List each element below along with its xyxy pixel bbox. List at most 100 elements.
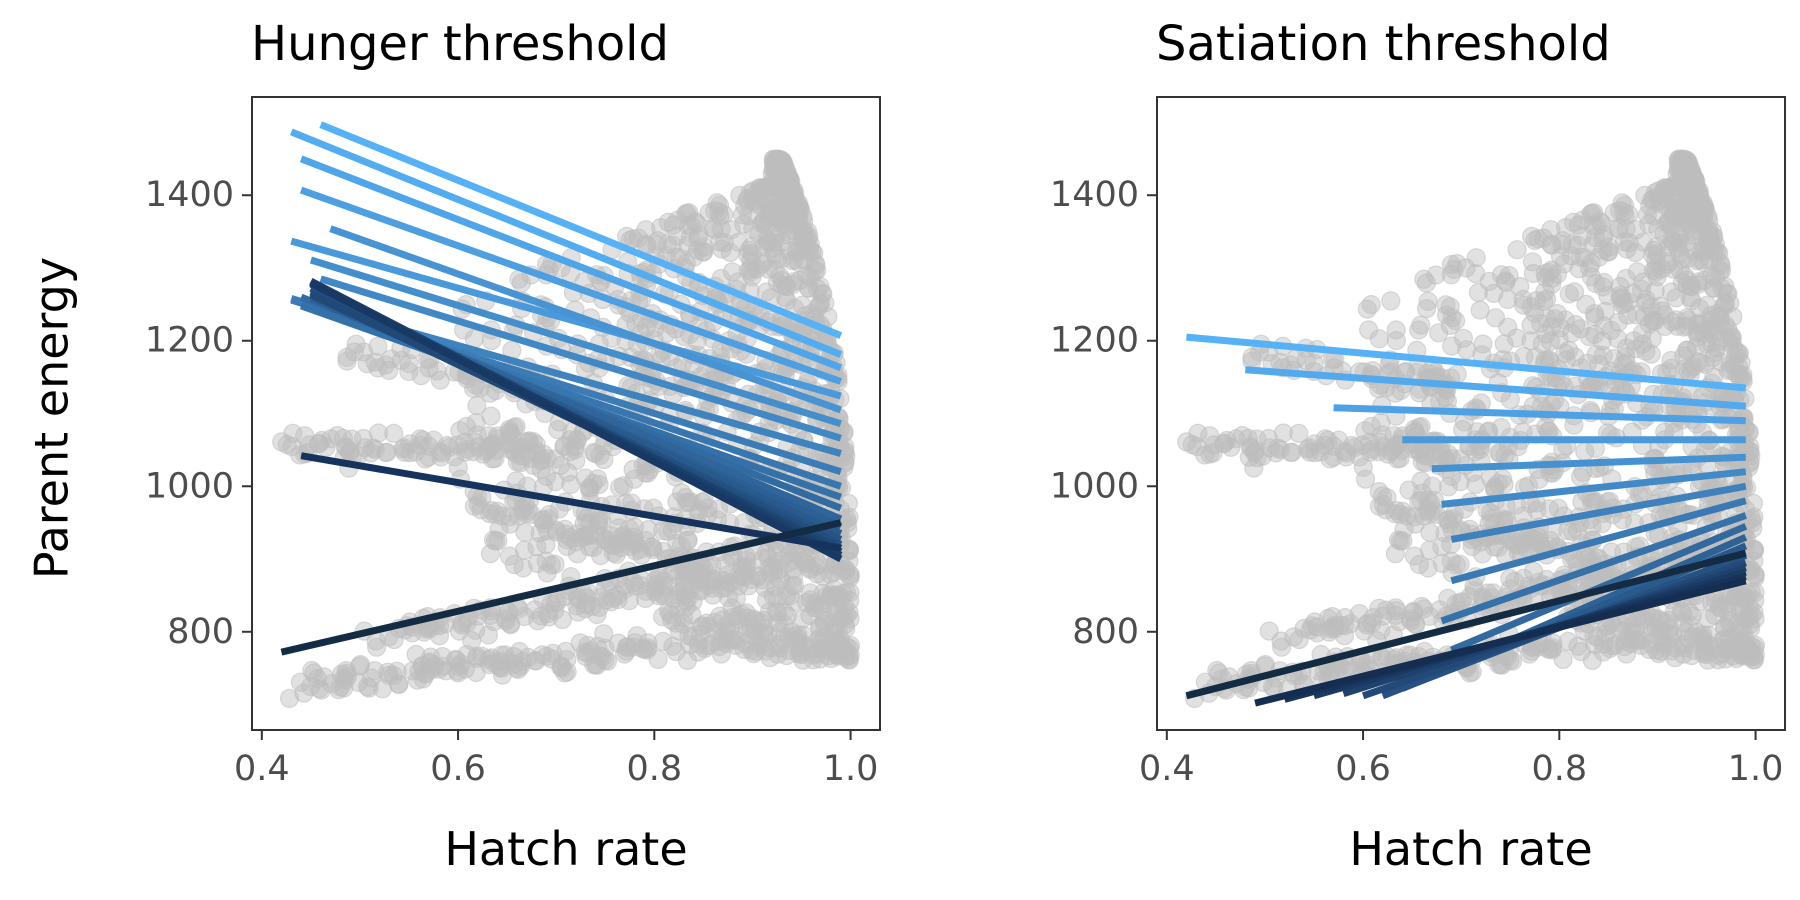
scatter-point — [537, 521, 558, 541]
scatter-point — [704, 201, 725, 221]
scatter-point — [717, 565, 737, 586]
scatter-point — [437, 435, 457, 456]
x-tick-label: 0.8 — [1531, 749, 1587, 789]
scatter-point — [472, 488, 492, 508]
scatter-point — [355, 438, 375, 458]
scatter-point — [1570, 467, 1591, 487]
scatter-point — [1260, 438, 1280, 458]
scatter-point — [783, 567, 804, 588]
scatter-point — [662, 520, 683, 540]
scatter-point — [277, 435, 297, 455]
scatter-point — [1553, 440, 1573, 460]
scatter-point — [1575, 442, 1595, 462]
scatter-point — [316, 437, 336, 457]
scatter-point — [1677, 340, 1698, 360]
scatter-point — [772, 183, 792, 203]
scatter-point — [796, 230, 816, 250]
scatter-point — [523, 432, 543, 452]
scatter-point — [368, 336, 388, 356]
scatter-point — [557, 662, 577, 682]
scatter-point — [1221, 437, 1241, 457]
scatter-point — [1529, 469, 1549, 489]
x-tick-label: 0.6 — [1335, 749, 1391, 789]
scatter-point — [800, 590, 821, 610]
scatter-point — [748, 634, 768, 655]
scatter-point — [1466, 474, 1486, 494]
scatter-point — [1550, 246, 1571, 266]
y-tick-label: 1200 — [1050, 321, 1139, 361]
scatter-point — [721, 220, 741, 240]
scatter-point — [1668, 232, 1688, 252]
scatter-point — [1484, 283, 1504, 303]
scatter-point — [1320, 619, 1341, 639]
scatter-point — [465, 432, 485, 452]
scatter-point — [1648, 186, 1668, 207]
scatter-point — [399, 361, 419, 382]
scatter-point — [311, 680, 331, 700]
scatter-point — [1526, 291, 1547, 311]
scatter-point — [650, 568, 670, 588]
scatter-point — [555, 519, 575, 539]
scatter-point — [500, 439, 520, 459]
scatter-point — [1485, 308, 1506, 328]
scatter-point — [539, 504, 559, 525]
scatter-point — [1571, 641, 1591, 662]
scatter-point — [756, 543, 776, 564]
scatter-point — [1397, 506, 1417, 526]
x-axis-label: Hatch rate — [1349, 822, 1592, 876]
y-tick-label: 1400 — [145, 175, 234, 215]
scatter-point — [836, 582, 856, 602]
scatter-point — [1618, 292, 1638, 312]
scatter-point — [481, 406, 501, 426]
scatter-point — [1677, 183, 1697, 203]
scatter-point — [1363, 607, 1383, 628]
scatter-point — [1673, 644, 1693, 664]
scatter-point — [1438, 477, 1459, 497]
y-tick-label: 800 — [1072, 612, 1139, 652]
scatter-point — [620, 536, 641, 557]
scatter-point — [525, 650, 545, 671]
scatter-point — [1182, 435, 1202, 455]
scatter-point — [709, 232, 730, 252]
scatter-point — [738, 206, 759, 226]
scatter-point — [377, 442, 397, 462]
scatter-point — [1567, 520, 1588, 540]
scatter-point — [1592, 513, 1612, 534]
scatter-point — [508, 659, 528, 680]
scatter-point — [743, 186, 763, 207]
scatter-point — [1361, 295, 1381, 315]
scatter-point — [1667, 316, 1688, 336]
scatter-point — [484, 434, 504, 454]
scatter-point — [561, 474, 581, 494]
scatter-point — [1386, 320, 1406, 340]
scatter-point — [1289, 423, 1309, 443]
scatter-point — [462, 630, 482, 651]
scatter-point — [544, 600, 565, 621]
scatter-point — [1381, 291, 1401, 311]
scatter-point — [1587, 627, 1607, 647]
scatter-point — [1587, 216, 1607, 236]
scatter-point — [1579, 258, 1600, 278]
scatter-point — [1728, 357, 1749, 377]
y-tick-label: 1000 — [1050, 466, 1139, 506]
scatter-point — [409, 661, 429, 682]
scatter-point — [1521, 226, 1542, 246]
scatter-point — [492, 506, 512, 526]
scatter-point — [682, 627, 702, 647]
scatter-point — [383, 665, 404, 686]
x-tick-label: 0.4 — [1139, 749, 1195, 789]
scatter-point — [776, 167, 796, 187]
x-tick-label: 0.6 — [430, 749, 486, 789]
scatter-point — [400, 443, 420, 463]
panel-title: Hunger threshold — [251, 16, 669, 72]
scatter-point — [653, 521, 673, 541]
scatter-point — [1542, 274, 1562, 295]
scatter-point — [1612, 510, 1633, 530]
scatter-point — [1672, 272, 1693, 292]
scatter-point — [741, 262, 761, 282]
y-tick-label: 1000 — [145, 466, 234, 506]
scatter-point — [515, 522, 535, 542]
scatter-point — [1353, 457, 1373, 477]
scatter-point — [558, 462, 578, 483]
